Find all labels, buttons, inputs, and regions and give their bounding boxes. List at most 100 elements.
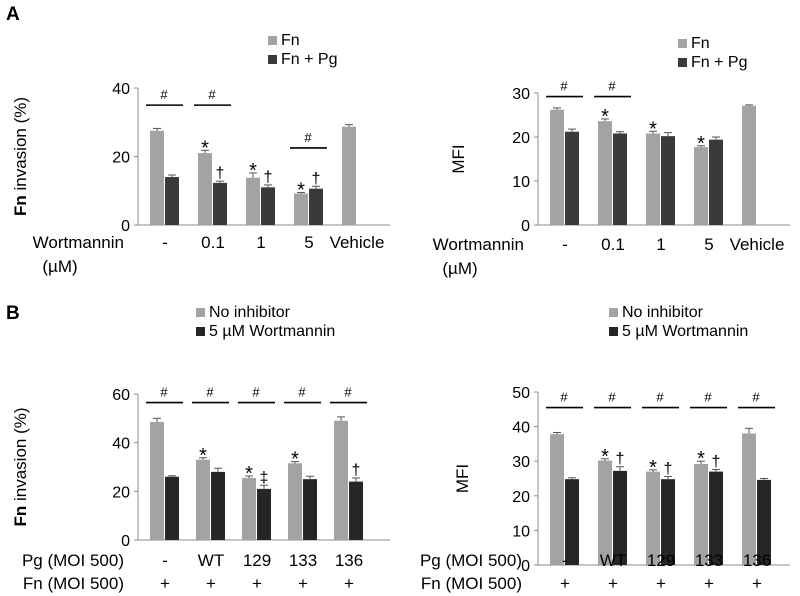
chart-A-left: 0 20 40 Fn invasion (%) - 0.1 1 5 Vehicle * * * † † † #… — [11, 32, 390, 276]
x-tick-label-row2: + — [560, 574, 570, 593]
x-tick-label: 129 — [243, 551, 271, 570]
x-tick-label: 133 — [695, 551, 723, 570]
y-tick-label: 40 — [512, 420, 530, 437]
x-tick-label: - — [162, 551, 168, 570]
x-tick-label: WT — [198, 551, 224, 570]
bar-secondary — [613, 470, 627, 565]
y-tick-label: 60 — [112, 387, 130, 404]
significance-mark: † — [264, 169, 273, 186]
x-tick-label-row2: + — [704, 574, 714, 593]
bar-secondary — [709, 471, 723, 565]
y-tick-label: 50 — [512, 385, 530, 402]
bar-secondary — [757, 479, 771, 565]
bar-primary — [246, 177, 260, 225]
y-tick-label: 0 — [121, 533, 130, 550]
bar-primary — [196, 459, 210, 540]
y-axis-title-text: invasion (%) — [11, 97, 30, 195]
bar-secondary — [213, 182, 227, 225]
bar-primary — [288, 463, 302, 540]
comparison-mark: # — [560, 79, 568, 94]
significance-mark: † — [352, 462, 361, 479]
x-tick-label-row2: + — [206, 574, 216, 593]
x-axis-unit: (µM) — [442, 259, 477, 278]
x-tick-label: 0.1 — [601, 235, 625, 254]
bar-primary — [646, 471, 660, 565]
significance-mark: * — [291, 449, 299, 471]
y-tick-label: 10 — [512, 523, 530, 540]
comparison-mark: # — [656, 390, 664, 405]
x-tick-label: - — [562, 551, 568, 570]
x-tick-label: - — [162, 233, 168, 252]
x-tick-label: Vehicle — [330, 233, 385, 252]
bar-primary — [198, 153, 212, 225]
comparison-mark: # — [206, 385, 214, 400]
legend-label: No inhibitor — [622, 304, 704, 321]
significance-mark: * — [297, 179, 305, 201]
x-axis-title: Wortmannin — [433, 235, 524, 254]
bar-secondary — [565, 479, 579, 565]
comparison-mark: # — [608, 79, 616, 94]
y-tick-label: 0 — [521, 558, 530, 575]
comparison-mark: # — [298, 385, 306, 400]
significance-mark: * — [601, 106, 609, 128]
bar-primary — [150, 130, 164, 225]
bar-secondary — [565, 131, 579, 225]
bar-secondary — [261, 187, 275, 225]
x-axis-title: Wortmannin — [33, 233, 124, 252]
y-axis-title: MFI — [453, 464, 472, 493]
row-label: Fn (MOI 500) — [23, 574, 124, 593]
significance-mark: ‡ — [260, 469, 269, 486]
bar-secondary — [661, 136, 675, 225]
significance-mark: † — [712, 454, 721, 471]
y-tick-label: 20 — [512, 130, 530, 147]
comparison-mark: # — [704, 390, 712, 405]
chart-B-right: 0 10 20 30 40 50 MFI - + WT +129 +133 +136 + * * * † † † # # #… — [420, 304, 790, 593]
y-axis-title: MFI — [449, 144, 468, 173]
comparison-mark: # — [160, 385, 168, 400]
bar-primary — [550, 109, 564, 225]
x-tick-label: 1 — [656, 235, 665, 254]
comparison-mark: # — [752, 390, 760, 405]
comparison-mark: # — [344, 385, 352, 400]
significance-mark: * — [249, 160, 257, 182]
y-axis-title: Fn invasion (%) — [11, 97, 30, 216]
row-label: Pg (MOI 500) — [22, 551, 124, 570]
bar-secondary — [349, 481, 363, 540]
bar-primary — [646, 133, 660, 225]
legend-label: Fn + Pg — [281, 51, 337, 68]
significance-mark: † — [664, 460, 673, 477]
y-tick-label: 30 — [512, 454, 530, 471]
comparison-mark: # — [160, 87, 168, 102]
x-tick-label-row2: + — [608, 574, 618, 593]
comparison-mark: # — [252, 385, 260, 400]
x-tick-label: 136 — [335, 551, 363, 570]
significance-mark: * — [697, 133, 705, 155]
y-axis-title-text: MFI — [453, 464, 472, 493]
x-axis-unit: (µM) — [42, 257, 77, 276]
bar-primary — [742, 105, 756, 225]
significance-mark: * — [649, 118, 657, 140]
x-tick-label: 0.1 — [201, 233, 225, 252]
row-label: Fn (MOI 500) — [421, 574, 522, 593]
charts-group: 0 20 40 Fn invasion (%) - 0.1 1 5 Vehicle * * * † † † #… — [11, 32, 790, 593]
significance-mark: * — [201, 137, 209, 159]
y-tick-label: 0 — [121, 218, 130, 235]
bar-secondary — [709, 139, 723, 225]
y-tick-label: 0 — [521, 218, 530, 235]
y-axis-title: Fn invasion (%) — [11, 407, 30, 526]
bar-secondary — [257, 488, 271, 540]
bar-primary — [294, 193, 308, 225]
comparison-mark: # — [560, 390, 568, 405]
bar-primary — [598, 460, 612, 565]
legend-swatch — [678, 39, 687, 48]
comparison-mark: # — [208, 87, 216, 102]
y-tick-label: 40 — [112, 436, 130, 453]
x-tick-label: 1 — [256, 233, 265, 252]
bar-primary — [334, 420, 348, 540]
bar-primary — [598, 121, 612, 225]
y-axis-title-bold: Fn — [11, 506, 30, 527]
legend-swatch — [268, 36, 277, 45]
y-axis-title-text: MFI — [449, 144, 468, 173]
x-tick-label-row2: + — [344, 574, 354, 593]
